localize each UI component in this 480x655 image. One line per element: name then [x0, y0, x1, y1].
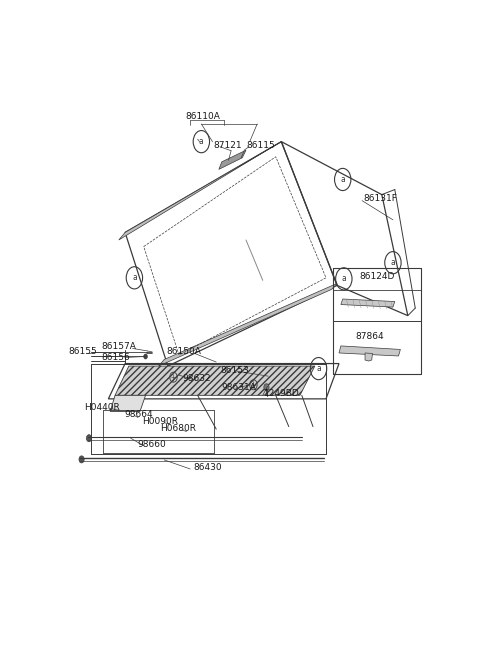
- Text: 98660: 98660: [137, 440, 166, 449]
- Polygon shape: [110, 396, 145, 411]
- Text: 87864: 87864: [356, 332, 384, 341]
- Text: 86110A: 86110A: [186, 112, 221, 121]
- Text: a: a: [391, 258, 396, 267]
- Polygon shape: [219, 150, 246, 170]
- Text: 87121: 87121: [213, 141, 242, 150]
- Text: a: a: [199, 137, 204, 146]
- Polygon shape: [115, 366, 315, 396]
- Text: H0090R: H0090R: [143, 417, 179, 426]
- Text: 86157A: 86157A: [101, 343, 136, 352]
- Text: a: a: [341, 274, 346, 284]
- Text: a: a: [340, 175, 345, 184]
- Text: H0440R: H0440R: [84, 403, 120, 412]
- Circle shape: [79, 456, 84, 463]
- Text: 86430: 86430: [193, 464, 222, 472]
- Polygon shape: [339, 346, 400, 356]
- Circle shape: [86, 435, 92, 441]
- Text: 86115: 86115: [246, 141, 275, 150]
- Text: 86131F: 86131F: [363, 194, 397, 203]
- Polygon shape: [158, 284, 337, 366]
- Text: 86124D: 86124D: [360, 272, 395, 281]
- Text: 1249BD: 1249BD: [264, 389, 300, 398]
- Text: 86156: 86156: [101, 352, 130, 362]
- Text: a: a: [132, 273, 137, 282]
- Circle shape: [264, 384, 269, 391]
- Polygon shape: [365, 353, 372, 361]
- Circle shape: [144, 354, 147, 359]
- Text: 98631A: 98631A: [222, 383, 257, 392]
- Text: a: a: [316, 364, 321, 373]
- Text: 86155: 86155: [69, 347, 97, 356]
- Text: 98632: 98632: [182, 374, 211, 383]
- Text: 86150A: 86150A: [166, 347, 201, 356]
- Polygon shape: [341, 299, 395, 307]
- Text: 98664: 98664: [124, 410, 153, 419]
- Polygon shape: [119, 141, 281, 240]
- Text: 86153: 86153: [220, 365, 249, 375]
- Text: H0680R: H0680R: [160, 424, 196, 433]
